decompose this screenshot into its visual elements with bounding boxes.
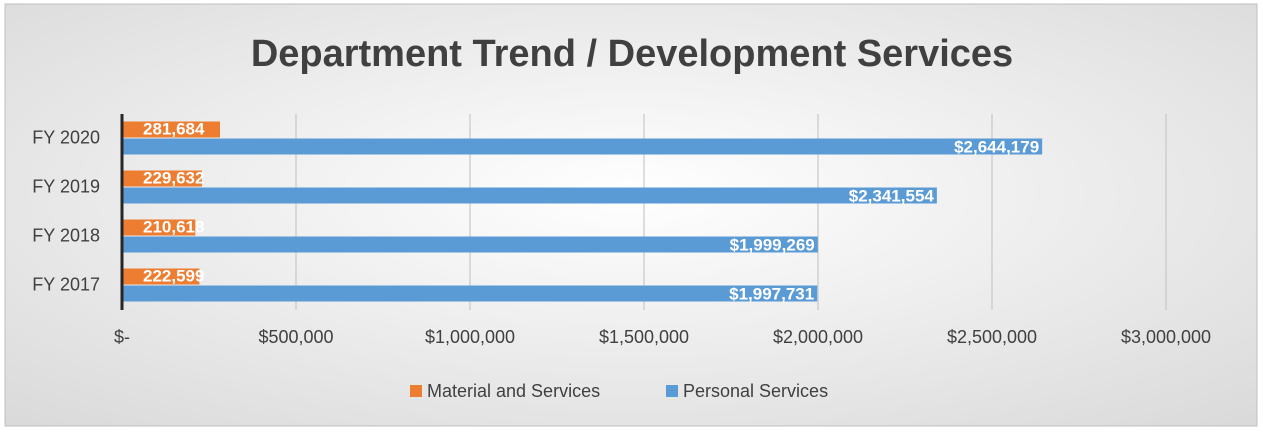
data-label: $1,997,731	[729, 284, 814, 303]
bar	[122, 268, 200, 285]
bar	[122, 187, 937, 204]
bar	[122, 236, 818, 253]
bar	[122, 138, 1043, 155]
bar	[122, 285, 818, 302]
x-tick-label: $500,000	[258, 327, 333, 347]
legend-swatch	[410, 385, 422, 397]
legend-label: Personal Services	[683, 381, 828, 401]
y-tick-label: FY 2017	[32, 274, 100, 294]
x-tick-label: $1,500,000	[599, 327, 689, 347]
data-label: 222,599	[143, 266, 204, 285]
legend-label: Material and Services	[427, 381, 600, 401]
data-label: $1,999,269	[730, 235, 815, 254]
y-tick-label: FY 2020	[32, 127, 100, 147]
bar	[122, 170, 202, 187]
data-label: $2,341,554	[849, 186, 935, 205]
x-tick-label: $2,000,000	[773, 327, 863, 347]
data-label: 281,684	[143, 119, 205, 138]
x-tick-label: $-	[114, 327, 130, 347]
x-tick-label: $3,000,000	[1121, 327, 1211, 347]
data-label: $2,644,179	[954, 137, 1039, 156]
x-tick-label: $2,500,000	[947, 327, 1037, 347]
data-label: 210,618	[143, 217, 204, 236]
legend-swatch	[666, 385, 678, 397]
chart-background	[4, 3, 1258, 427]
x-tick-label: $1,000,000	[425, 327, 515, 347]
y-tick-label: FY 2019	[32, 176, 100, 196]
chart-title: Department Trend / Development Services	[251, 33, 1013, 75]
data-label: 229,632	[143, 168, 204, 187]
bar	[122, 219, 196, 236]
bar	[122, 121, 221, 138]
y-tick-label: FY 2018	[32, 225, 100, 245]
